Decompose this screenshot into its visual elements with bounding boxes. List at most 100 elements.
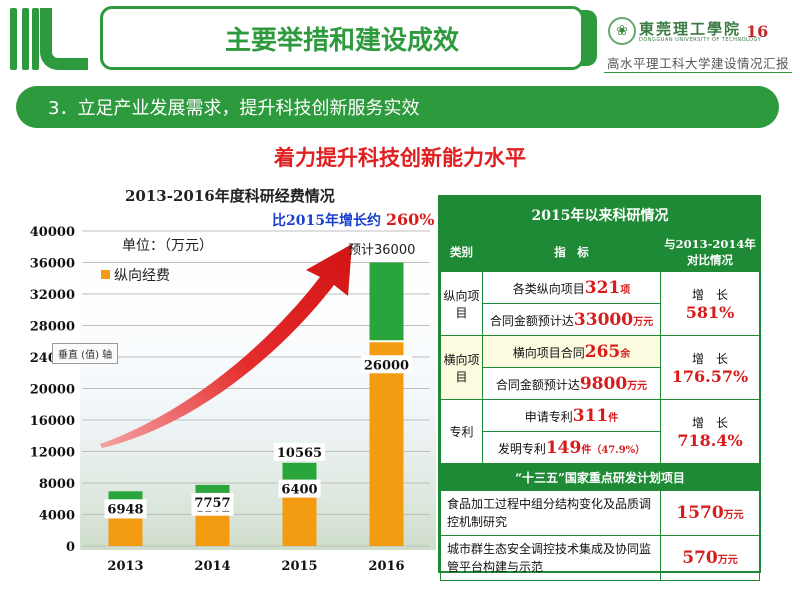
growth-cell: 增 长 176.57% (659, 335, 761, 400)
key-project-unit: 万元 (717, 555, 738, 566)
indicator-unit: 余 (620, 348, 631, 360)
y-tick-label: 40000 (30, 225, 75, 240)
bar-vertical-funding (108, 516, 143, 546)
y-tick-label: 0 (66, 540, 75, 555)
category-cell: 横向项目 (440, 335, 483, 400)
column-header-indicator: 指 标 (482, 232, 661, 272)
data-label-text: 10565 (277, 446, 322, 461)
y-tick-label: 16000 (30, 414, 75, 429)
data-label-bg (274, 442, 325, 461)
y-tick-label: 4000 (39, 509, 75, 524)
bar-vertical-funding (282, 495, 317, 546)
indicator-unit: 件 (608, 412, 619, 424)
indicator-value: 149 (545, 437, 582, 458)
indicator-unit: 件（47.9%） (581, 444, 646, 456)
x-tick-label: 2014 (194, 559, 230, 574)
indicator-unit: 万元 (627, 380, 648, 392)
indicator-value: 9800 (579, 373, 628, 394)
indicator-value: 33000 (573, 309, 634, 330)
key-project-amount: 570万元 (659, 535, 761, 581)
growth-cell: 增 长 718.4% (659, 399, 761, 464)
key-project-value: 1570 (676, 503, 724, 523)
data-label-text: 7757 (194, 496, 230, 511)
section-label: 3．立足产业发展需求，提升科技创新服务实效 (48, 98, 420, 119)
indicator-text: 发明专利 (497, 441, 546, 456)
indicator-value: 321 (584, 277, 621, 298)
indicator-cell: 申请专利311件 (482, 399, 661, 432)
indicator-cell: 合同金额预计达9800万元 (482, 367, 661, 400)
chart-title: 2013-2016年度科研经费情况 (125, 187, 335, 205)
bar-vertical-funding (195, 513, 230, 546)
report-subtitle: 高水平理工科大学建设情况汇报 (607, 56, 790, 71)
category-cell: 专利 (440, 399, 483, 464)
y-tick-label: 20000 (30, 383, 75, 398)
category-cell: 纵向项目 (440, 271, 483, 336)
indicator-text: 横向项目合同 (512, 345, 585, 360)
university-emblem-icon: ❀ (608, 17, 636, 45)
data-label-text: 26000 (364, 358, 409, 373)
logo-stripe (32, 8, 39, 70)
indicator-cell: 合同金额预计达33000万元 (482, 303, 661, 336)
logo-stripe (22, 8, 29, 70)
key-project-value: 570 (682, 548, 718, 568)
data-label-bottom: 26000 (361, 355, 412, 374)
university-name: 東莞理工學院 (639, 20, 742, 38)
key-project-name: 食品加工过程中组分结构变化及品质调控机制研究 (440, 490, 661, 536)
research-summary-table: 2015年以来科研情况 类别 指 标 与2013-2014年对比情况 纵向项目 … (438, 195, 761, 581)
column-header-category: 类别 (440, 232, 483, 272)
indicator-text: 申请专利 (524, 409, 573, 424)
y-tick-label: 32000 (30, 288, 75, 303)
data-label-text: 6948 (107, 502, 143, 517)
indicator-cell: 横向项目合同265余 (482, 335, 661, 368)
y-tick-label: 36000 (30, 257, 75, 272)
chart-x-axis: 2013 2014 2015 2016 (107, 559, 404, 574)
section-banner: 3．立足产业发展需求，提升科技创新服务实效 (16, 86, 779, 128)
indicator-cell: 发明专利149件（47.9%） (482, 431, 661, 464)
growth-cell: 增 长 581% (659, 271, 761, 336)
axis-tooltip: 垂直 (值) 轴 (52, 343, 119, 364)
x-tick-label: 2015 (281, 559, 317, 574)
chart-y-axis: 0400080001200016000200002400028000320003… (30, 225, 75, 555)
data-label-top: 10565 (274, 442, 325, 461)
page-number: 16 (746, 22, 769, 41)
chart-unit-label: 单位：（万元） (122, 238, 213, 254)
indicator-cell: 各类纵向项目321项 (482, 271, 661, 304)
university-english-name: DONGGUAN UNIVERSITY OF TECHNOLOGY (639, 37, 762, 43)
y-tick-label: 28000 (30, 320, 75, 335)
legend-label: 纵向经费 (114, 268, 170, 284)
key-project-name: 城市群生态安全调控技术集成及协同监管平台构建与示范 (440, 535, 661, 581)
indicator-text: 各类纵向项目 (512, 281, 585, 296)
indicator-value: 311 (572, 405, 609, 426)
indicator-text: 合同金额预计达 (489, 313, 574, 328)
indicator-value: 265 (584, 341, 621, 362)
growth-value: 718.4% (677, 430, 743, 450)
indicator-unit: 万元 (633, 316, 654, 328)
chart-bars: 375269484102775764001056526000 (104, 262, 412, 546)
column-header-comparison: 与2013-2014年对比情况 (659, 232, 761, 272)
data-label-text: 6400 (281, 483, 317, 498)
bar-vertical-funding (369, 341, 404, 546)
x-tick-label: 2013 (107, 559, 143, 574)
growth-label: 增 长 (692, 415, 729, 430)
data-label-bg (278, 479, 321, 498)
forecast-label: 预计36000 (348, 243, 415, 258)
growth-value: 176.57% (671, 366, 749, 386)
key-projects-header: “十三五”国家重点研发计划项目 (439, 463, 761, 491)
growth-value: 581% (685, 302, 735, 322)
y-tick-label: 12000 (30, 446, 75, 461)
logo-stripe (10, 8, 17, 70)
bar-other-funding (369, 262, 404, 342)
table-title: 2015年以来科研情况 (439, 197, 761, 233)
subtitle-underline (604, 72, 792, 73)
indicator-text: 合同金额预计达 (495, 377, 580, 392)
indicator-unit: 项 (620, 284, 631, 296)
main-heading: 着力提升科技创新能力水平 (274, 146, 526, 170)
growth-label: 增 长 (692, 287, 729, 302)
key-project-unit: 万元 (723, 510, 744, 521)
growth-label: 增 长 (692, 351, 729, 366)
data-label-top: 6948 (104, 499, 147, 518)
header-logo-mark (0, 0, 96, 78)
legend-swatch (101, 270, 110, 279)
title-box: 主要举措和建设成效 (100, 6, 584, 70)
data-label-bg (104, 499, 147, 518)
